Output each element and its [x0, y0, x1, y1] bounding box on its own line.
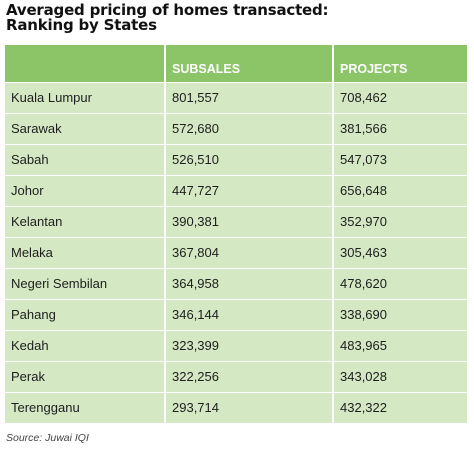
source-note: Source: Juwai IQI	[6, 432, 89, 444]
projects-cell: 432,322	[332, 391, 467, 423]
state-cell: Johor	[5, 174, 165, 206]
table-row: Kuala Lumpur 801,557 708,462	[5, 81, 467, 113]
state-cell: Kedah	[5, 329, 165, 361]
table-row: Johor 447,727 656,648	[5, 174, 467, 206]
table-row: Kelantan 390,381 352,970	[5, 205, 467, 237]
state-cell: Sabah	[5, 143, 165, 175]
table-row: Pahang 346,144 338,690	[5, 298, 467, 330]
projects-cell: 708,462	[332, 81, 467, 113]
subsales-cell: 364,958	[164, 267, 333, 299]
projects-cell: 343,028	[332, 360, 467, 392]
table-row: Negeri Sembilan 364,958 478,620	[5, 267, 467, 299]
projects-cell: 656,648	[332, 174, 467, 206]
chart-title-line-1: Averaged pricing of homes transacted:	[6, 1, 329, 19]
projects-cell: 483,965	[332, 329, 467, 361]
state-cell: Kuala Lumpur	[5, 81, 165, 113]
chart-title: Averaged pricing of homes transacted: Ra…	[6, 1, 329, 34]
header-projects: PROJECTS	[332, 45, 467, 82]
projects-cell: 478,620	[332, 267, 467, 299]
subsales-cell: 322,256	[164, 360, 333, 392]
table-row: Terengganu 293,714 432,322	[5, 391, 467, 423]
projects-cell: 305,463	[332, 236, 467, 268]
table-row: Sarawak 572,680 381,566	[5, 112, 467, 144]
projects-cell: 352,970	[332, 205, 467, 237]
table-row: Melaka 367,804 305,463	[5, 236, 467, 268]
subsales-cell: 323,399	[164, 329, 333, 361]
subsales-cell: 801,557	[164, 81, 333, 113]
table-header-row: SUBSALES PROJECTS	[5, 45, 467, 82]
subsales-cell: 390,381	[164, 205, 333, 237]
state-cell: Negeri Sembilan	[5, 267, 165, 299]
subsales-cell: 293,714	[164, 391, 333, 423]
subsales-cell: 526,510	[164, 143, 333, 175]
subsales-cell: 572,680	[164, 112, 333, 144]
state-cell: Sarawak	[5, 112, 165, 144]
table-row: Sabah 526,510 547,073	[5, 143, 467, 175]
chart-title-line-2: Ranking by States	[6, 16, 157, 34]
table-body: Kuala Lumpur 801,557 708,462 Sarawak 572,680…	[5, 81, 467, 423]
state-cell: Terengganu	[5, 391, 165, 423]
state-cell: Melaka	[5, 236, 165, 268]
header-subsales: SUBSALES	[164, 45, 333, 82]
table-row: Kedah 323,399 483,965	[5, 329, 467, 361]
pricing-table: SUBSALES PROJECTS Kuala Lumpur 801,557 708…	[5, 45, 467, 423]
subsales-cell: 367,804	[164, 236, 333, 268]
header-state	[5, 45, 165, 82]
projects-cell: 381,566	[332, 112, 467, 144]
state-cell: Kelantan	[5, 205, 165, 237]
state-cell: Pahang	[5, 298, 165, 330]
projects-cell: 338,690	[332, 298, 467, 330]
projects-cell: 547,073	[332, 143, 467, 175]
subsales-cell: 447,727	[164, 174, 333, 206]
subsales-cell: 346,144	[164, 298, 333, 330]
table-row: Perak 322,256 343,028	[5, 360, 467, 392]
state-cell: Perak	[5, 360, 165, 392]
